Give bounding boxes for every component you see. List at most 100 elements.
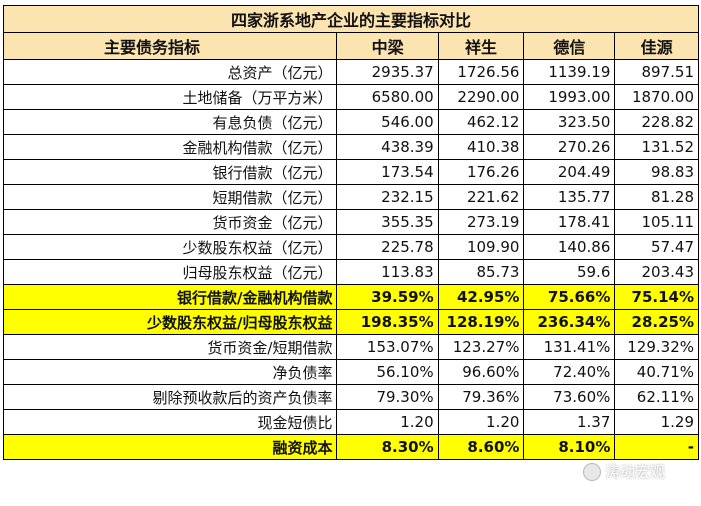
watermark: 涛动宏观 (583, 461, 665, 482)
table-row: 剔除预收款后的资产负债率 79.30% 79.36% 73.60% 62.11% (2, 384, 699, 410)
row-value: 75.14% (614, 284, 699, 310)
row-label: 银行借款（亿元） (2, 159, 338, 185)
row-value: 6580.00 (336, 84, 439, 110)
table-title: 四家浙系地产企业的主要指标对比 (3, 5, 699, 33)
row-value: 204.49 (523, 159, 616, 185)
row-value: 173.54 (336, 159, 439, 185)
row-value: 2290.00 (437, 84, 525, 110)
table-row: 现金短债比 1.20 1.20 1.37 1.29 (2, 409, 699, 435)
row-label: 银行借款/金融机构借款 (2, 284, 338, 310)
row-value: 1993.00 (523, 84, 616, 110)
watermark-text: 涛动宏观 (605, 463, 666, 481)
row-value: 2935.37 (336, 59, 439, 85)
table-row: 短期借款（亿元） 232.15 221.62 135.77 81.28 (2, 184, 699, 210)
table-row: 少数股东权益（亿元） 225.78 109.90 140.86 57.47 (2, 234, 699, 260)
row-value: 438.39 (336, 134, 439, 160)
header-row: 主要债务指标 中梁 祥生 德信 佳源 (2, 32, 699, 60)
row-value: 59.6 (523, 259, 616, 285)
row-value: 176.26 (437, 159, 525, 185)
row-label: 短期借款（亿元） (2, 184, 338, 210)
header-zhongliang: 中梁 (336, 32, 439, 60)
row-value: 153.07% (336, 334, 439, 360)
row-value: 128.19% (437, 309, 525, 335)
row-value: 225.78 (336, 234, 439, 260)
row-value: 79.36% (437, 384, 525, 410)
row-value: 1.29 (614, 409, 699, 435)
row-value: 228.82 (614, 109, 699, 135)
comparison-table: 四家浙系地产企业的主要指标对比 主要债务指标 中梁 祥生 德信 佳源 总资产（亿… (2, 5, 699, 460)
row-value: 62.11% (614, 384, 699, 410)
row-value: 123.27% (437, 334, 525, 360)
row-label: 融资成本 (2, 434, 338, 460)
row-value: 140.86 (523, 234, 616, 260)
row-value: 1870.00 (614, 84, 699, 110)
row-value: 72.40% (523, 359, 616, 385)
row-value: 42.95% (437, 284, 525, 310)
row-value: 232.15 (336, 184, 439, 210)
table-row: 总资产（亿元） 2935.37 1726.56 1139.19 897.51 (2, 59, 699, 85)
row-value: 40.71% (614, 359, 699, 385)
table-row: 少数股东权益/归母股东权益 198.35% 128.19% 236.34% 28.25% (2, 309, 699, 335)
row-label: 少数股东权益/归母股东权益 (2, 309, 338, 335)
row-value: 85.73 (437, 259, 525, 285)
table-row: 归母股东权益（亿元） 113.83 85.73 59.6 203.43 (2, 259, 699, 285)
row-value: 28.25% (614, 309, 699, 335)
row-value: 109.90 (437, 234, 525, 260)
row-value: 1.20 (437, 409, 525, 435)
row-value: 355.35 (336, 209, 439, 235)
row-value: 75.66% (523, 284, 616, 310)
row-value: 98.83 (614, 159, 699, 185)
row-value: 1.37 (523, 409, 616, 435)
wechat-icon (583, 462, 601, 481)
table-row: 融资成本 8.30% 8.60% 8.10% - (2, 434, 699, 460)
row-value: 1139.19 (523, 59, 616, 85)
row-value: 203.43 (614, 259, 699, 285)
table-row: 货币资金（亿元） 355.35 273.19 178.41 105.11 (2, 209, 699, 235)
row-value: 131.52 (614, 134, 699, 160)
row-value: 79.30% (336, 384, 439, 410)
row-value: 178.41 (523, 209, 616, 235)
table-row: 货币资金/短期借款 153.07% 123.27% 131.41% 129.32% (2, 334, 699, 360)
row-label: 土地储备（万平方米） (2, 84, 338, 110)
row-value: 1.20 (336, 409, 439, 435)
row-value: 57.47 (614, 234, 699, 260)
row-label: 少数股东权益（亿元） (2, 234, 338, 260)
row-label: 净负债率 (2, 359, 338, 385)
table-row: 银行借款/金融机构借款 39.59% 42.95% 75.66% 75.14% (2, 284, 699, 310)
row-value: 8.10% (523, 434, 616, 460)
row-value: 8.60% (437, 434, 525, 460)
row-value: 129.32% (614, 334, 699, 360)
row-value: 131.41% (523, 334, 616, 360)
row-label: 现金短债比 (2, 409, 338, 435)
row-label: 有息负债（亿元） (2, 109, 338, 135)
header-jiayuan: 佳源 (614, 32, 699, 60)
row-label: 总资产（亿元） (2, 59, 338, 85)
table-row: 土地储备（万平方米） 6580.00 2290.00 1993.00 1870.00 (2, 84, 699, 110)
table-row: 有息负债（亿元） 546.00 462.12 323.50 228.82 (2, 109, 699, 135)
row-label: 金融机构借款（亿元） (2, 134, 338, 160)
row-value: 105.11 (614, 209, 699, 235)
row-value: 462.12 (437, 109, 525, 135)
header-indicator: 主要债务指标 (2, 32, 338, 60)
row-value: 1726.56 (437, 59, 525, 85)
row-value: 8.30% (336, 434, 439, 460)
table-row: 净负债率 56.10% 96.60% 72.40% 40.71% (2, 359, 699, 385)
header-dexin: 德信 (523, 32, 616, 60)
table-title-row: 四家浙系地产企业的主要指标对比 (3, 5, 699, 33)
row-value: 56.10% (336, 359, 439, 385)
row-value: 96.60% (437, 359, 525, 385)
row-value: 73.60% (523, 384, 616, 410)
row-label: 剔除预收款后的资产负债率 (2, 384, 338, 410)
row-value: - (614, 434, 699, 460)
row-value: 81.28 (614, 184, 699, 210)
row-label: 货币资金（亿元） (2, 209, 338, 235)
row-value: 270.26 (523, 134, 616, 160)
row-value: 135.77 (523, 184, 616, 210)
row-value: 221.62 (437, 184, 525, 210)
row-value: 39.59% (336, 284, 439, 310)
table-row: 金融机构借款（亿元） 438.39 410.38 270.26 131.52 (2, 134, 699, 160)
row-value: 198.35% (336, 309, 439, 335)
row-value: 410.38 (437, 134, 525, 160)
row-value: 323.50 (523, 109, 616, 135)
row-value: 113.83 (336, 259, 439, 285)
